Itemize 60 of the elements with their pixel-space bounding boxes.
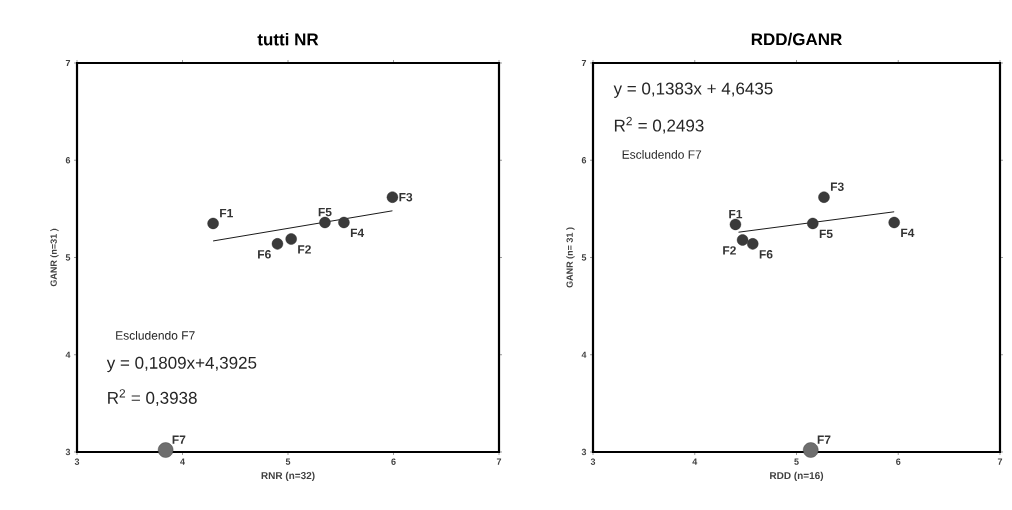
point <box>736 234 749 246</box>
x-axis-title: RDD (n=16) <box>770 471 824 482</box>
annotation: F5 <box>819 229 833 239</box>
annotation: F6 <box>258 250 271 259</box>
point <box>157 442 174 458</box>
annotation: F4 <box>901 228 915 237</box>
point <box>818 191 830 203</box>
annotation: F5 <box>318 207 332 217</box>
point <box>319 216 331 229</box>
y-tick-label: 4 <box>65 351 71 358</box>
annotation: F4 <box>350 228 365 237</box>
annotation: F2 <box>723 246 736 255</box>
point <box>747 238 759 250</box>
annotation: y = 0,1809x+4,3925 <box>106 356 257 373</box>
point <box>207 217 219 230</box>
x-tick-label: 5 <box>285 458 291 465</box>
x-axis-title: RNR (n=32) <box>261 471 315 482</box>
annotation: R$^{2}$ = 0,3938 <box>108 389 197 406</box>
annotation: Escludendo F7 <box>622 150 702 159</box>
x-tick-label: 7 <box>997 458 1003 465</box>
y-tick-label: 7 <box>581 59 587 67</box>
point <box>729 218 742 231</box>
y-axis-title: GANR (n=31 ) <box>50 228 59 287</box>
point <box>807 217 819 230</box>
annotation: F3 <box>399 192 413 202</box>
point <box>338 216 350 229</box>
point <box>803 442 819 458</box>
annotation: F1 <box>729 209 743 219</box>
annotation: Escludendo F7 <box>116 330 195 340</box>
chart-title: RDD/GANR <box>751 32 842 46</box>
x-tick-label: 6 <box>391 458 396 465</box>
y-tick-label: 5 <box>581 254 587 261</box>
point <box>271 238 284 250</box>
x-tick-label: 3 <box>74 458 80 465</box>
y-tick-label: 7 <box>65 59 71 67</box>
y-tick-label: 4 <box>581 351 587 358</box>
annotation: F2 <box>298 245 311 254</box>
y-axis-title: GANR (n= 31 ) <box>566 227 575 288</box>
x-tick-label: 4 <box>692 458 698 465</box>
chart-title: tutti NR <box>257 32 319 46</box>
x-tick-label: 4 <box>180 458 185 465</box>
annotation: F3 <box>830 182 844 191</box>
annotation: F7 <box>817 435 831 444</box>
y-tick-label: 5 <box>65 254 71 261</box>
annotation: R$^{2}$ = 0,2493 <box>614 116 704 134</box>
y-tick-label: 3 <box>65 448 71 456</box>
x-tick-label: 7 <box>496 458 502 465</box>
point <box>386 191 399 203</box>
point <box>888 216 900 229</box>
point <box>285 233 297 245</box>
annotation: y = 0,1383x + 4,6435 <box>613 82 773 98</box>
y-tick-label: 6 <box>581 157 587 164</box>
annotation: F1 <box>220 209 233 218</box>
x-tick-label: 6 <box>896 458 901 465</box>
x-tick-label: 5 <box>794 458 799 465</box>
y-tick-label: 6 <box>65 157 71 164</box>
annotation: F7 <box>172 435 186 444</box>
x-tick-label: 3 <box>590 458 596 465</box>
annotation: F6 <box>759 250 773 259</box>
y-tick-label: 3 <box>581 448 587 456</box>
